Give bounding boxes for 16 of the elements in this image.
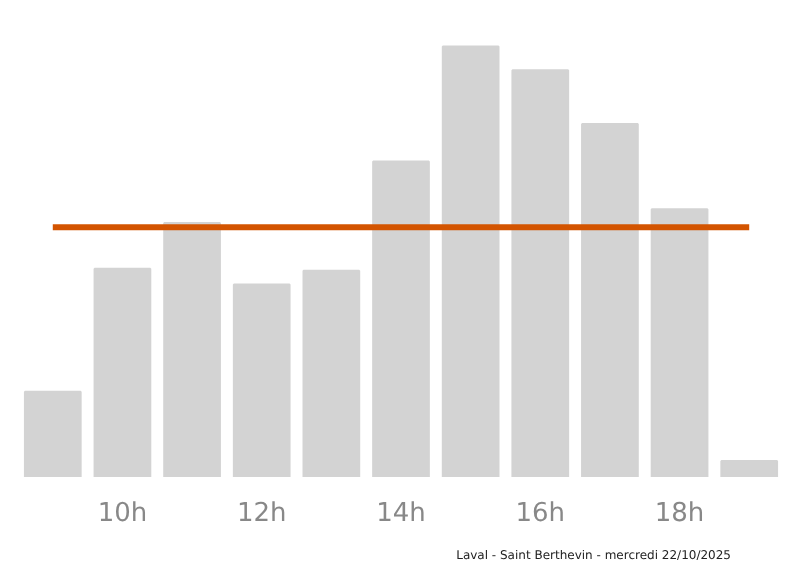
x-tick-label: 10h [97,499,148,529]
x-tick-label: 12h [236,499,287,529]
bar [720,460,779,477]
bar [163,222,221,477]
bar [93,267,152,477]
bar [650,208,709,477]
bar [372,160,430,477]
bar [511,69,570,477]
bar [302,269,361,477]
x-tick-label: 16h [515,499,566,529]
x-tick-label: 18h [654,499,705,529]
bar [232,283,291,477]
bar [441,45,500,477]
x-tick-label: 14h [376,499,426,529]
bar [581,123,639,477]
bar [23,390,82,477]
